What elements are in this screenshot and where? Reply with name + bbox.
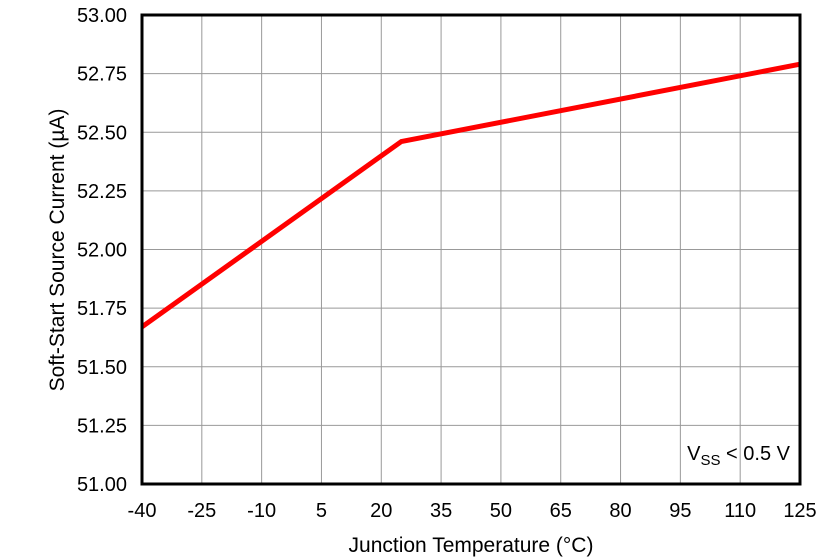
condition-annotation: VSS < 0.5 V <box>687 443 791 469</box>
x-tick-label: 110 <box>724 500 756 522</box>
y-axis-label: Soft-Start Source Current (µA) <box>46 109 69 392</box>
y-tick-label: 51.50 <box>77 357 127 379</box>
x-tick-label: -40 <box>128 500 157 522</box>
y-tick-label: 53.00 <box>77 5 127 27</box>
x-tick-label: 95 <box>669 500 691 522</box>
x-tick-labels: -40 -25 -10 5 20 35 50 65 80 95 110 125 <box>128 500 817 522</box>
y-tick-label: 52.00 <box>77 240 127 262</box>
x-tick-label: -10 <box>247 500 276 522</box>
x-tick-label: 125 <box>783 500 816 522</box>
x-tick-label: 35 <box>430 500 452 522</box>
x-tick-label: 80 <box>609 500 631 522</box>
y-tick-label: 51.25 <box>77 415 127 437</box>
y-tick-label: 52.50 <box>77 122 127 144</box>
x-tick-label: 50 <box>490 500 512 522</box>
x-tick-label: 5 <box>316 500 327 522</box>
x-tick-label: 20 <box>370 500 392 522</box>
y-tick-labels: 51.00 51.25 51.50 51.75 52.00 52.25 52.50 52.75… <box>77 5 127 496</box>
data-line <box>140 61 801 329</box>
x-tick-label: -25 <box>187 500 216 522</box>
y-tick-label: 51.00 <box>77 474 127 496</box>
y-tick-label: 51.75 <box>77 298 127 320</box>
y-tick-label: 52.25 <box>77 181 127 203</box>
plot-frame <box>140 13 802 486</box>
x-tick-label: 65 <box>550 500 572 522</box>
y-tick-label: 52.75 <box>77 64 127 86</box>
x-axis-label: Junction Temperature (°C) <box>349 534 594 557</box>
